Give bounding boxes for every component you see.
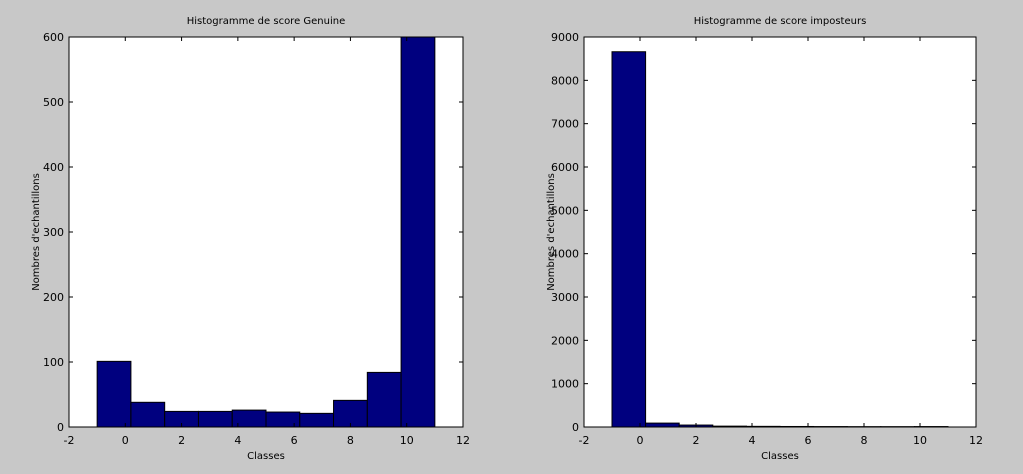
histogram-bar: [96, 360, 132, 428]
y-tick-label: 0: [57, 421, 64, 434]
chart-title: Histogramme de score Genuine: [187, 16, 346, 27]
y-tick-label: 1000: [551, 378, 579, 391]
x-axis-label: Classes: [247, 451, 285, 462]
y-tick-label: 9000: [551, 31, 579, 44]
y-axis-label: Nombres d'echantillons: [31, 173, 42, 291]
y-tick-label: 100: [43, 356, 64, 369]
x-tick-label: 2: [178, 434, 185, 447]
x-tick-label: 8: [347, 434, 354, 447]
histogram-imposteurs: -2 0 2 4 6 8 10 1201000200030004000500060007000…: [546, 16, 983, 462]
x-tick-label: -2: [579, 434, 590, 447]
histogram-bar: [130, 401, 166, 428]
x-tick-label: 12: [969, 434, 983, 447]
histogram-genuine: -2 0 2 4 6 8 10 120100200300400500600Histogramm…: [31, 16, 470, 462]
x-axis-label: Classes: [761, 451, 799, 462]
x-tick-label: 12: [456, 434, 470, 447]
histogram-bar: [611, 51, 647, 428]
plot-area: [584, 37, 976, 427]
x-tick-label: -2: [64, 434, 75, 447]
y-tick-label: 200: [43, 291, 64, 304]
y-tick-label: 2000: [551, 334, 579, 347]
histogram-bar: [645, 422, 680, 428]
histogram-bar: [366, 371, 402, 428]
histogram-bar: [265, 411, 301, 428]
y-tick-label: 0: [572, 421, 579, 434]
chart-title: Histogramme de score imposteurs: [694, 16, 867, 27]
x-tick-label: 4: [749, 434, 756, 447]
y-tick-label: 5000: [551, 204, 579, 217]
y-tick-label: 7000: [551, 118, 579, 131]
y-tick-label: 6000: [551, 161, 579, 174]
y-tick-label: 500: [43, 96, 64, 109]
plot-area: [69, 37, 463, 427]
x-tick-label: 10: [400, 434, 414, 447]
x-tick-label: 0: [122, 434, 129, 447]
y-tick-label: 4000: [551, 248, 579, 261]
x-tick-label: 10: [913, 434, 927, 447]
x-tick-label: 6: [291, 434, 298, 447]
y-tick-label: 600: [43, 31, 64, 44]
y-tick-label: 8000: [551, 74, 579, 87]
histogram-bar: [231, 409, 267, 428]
y-tick-label: 300: [43, 226, 64, 239]
x-tick-label: 4: [234, 434, 241, 447]
x-tick-label: 2: [693, 434, 700, 447]
histogram-bar: [299, 412, 335, 428]
y-tick-label: 3000: [551, 291, 579, 304]
y-axis-label: Nombres d'echantillons: [546, 173, 557, 291]
x-tick-label: 8: [861, 434, 868, 447]
x-tick-label: 6: [805, 434, 812, 447]
histogram-bar: [400, 36, 436, 428]
histogram-bar: [197, 410, 233, 428]
y-tick-label: 400: [43, 161, 64, 174]
x-tick-label: 0: [637, 434, 644, 447]
axes-frame: [583, 36, 977, 428]
